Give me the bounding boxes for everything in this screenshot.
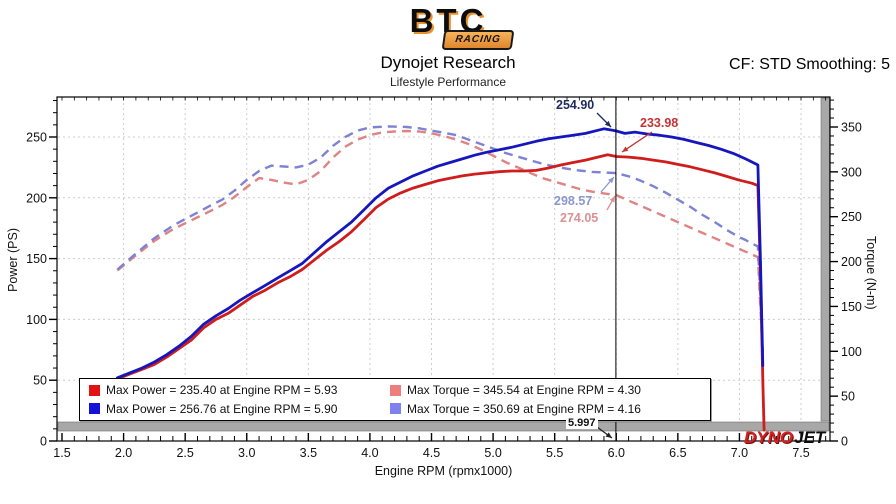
right-axis-title: Torque (N-m) [864, 236, 878, 310]
annotation-arrow-torque-run1-head [609, 196, 615, 203]
btc-racing-logo: BTC RACING [0, 4, 896, 50]
page-title: Dynojet Research [380, 53, 516, 72]
power-tick-label: 250 [26, 131, 47, 145]
x-tick-label: 5.0 [484, 446, 501, 460]
x-tick-label: 1.5 [53, 446, 70, 460]
logo-racing-badge: RACING [441, 30, 515, 50]
dynojet-watermark-dyno: DYNO [744, 428, 794, 447]
torque-run1-curve [116, 129, 764, 356]
cursor-value-power-run2: 254.90 [556, 98, 595, 112]
cursor-rpm-arrow-head [605, 432, 612, 438]
x-tick-label: 7.5 [792, 446, 809, 460]
cursor-value-torque-run2: 298.57 [554, 194, 593, 208]
legend-swatch-torque-run1 [390, 384, 401, 396]
dynojet-watermark: DYNOJET [744, 428, 825, 448]
x-tick-label: 5.5 [546, 446, 563, 460]
annotation-arrow-power-run1 [621, 131, 653, 153]
power-run2-curve [116, 127, 765, 380]
power-tick-label: 0 [40, 435, 47, 449]
right-scroll-band [820, 97, 830, 422]
x-tick-label: 3.0 [238, 446, 255, 460]
legend-swatch-power-run2 [89, 403, 100, 415]
torque-tick-label: 250 [841, 210, 862, 224]
cursor-value-power-run1: 233.98 [640, 116, 679, 130]
power-tick-label: 150 [26, 252, 47, 266]
x-tick-label: 3.5 [300, 446, 317, 460]
legend-label-torque-run1: Max Torque = 345.54 at Engine RPM = 4.30 [407, 383, 641, 398]
legend-row: Max Power = 256.76 at Engine RPM = 5.90 … [89, 402, 710, 416]
legend-label-power-run1: Max Power = 235.40 at Engine RPM = 5.93 [106, 383, 338, 398]
left-axis-title: Power (PS) [6, 228, 20, 292]
torque-run2-curve [116, 125, 764, 352]
dynojet-watermark-jet: JET [794, 428, 826, 447]
legend-label-power-run2: Max Power = 256.76 at Engine RPM = 5.90 [106, 401, 338, 416]
correction-smoothing-label: CF: STD Smoothing: 5 [729, 56, 890, 73]
power-run1-curve [116, 153, 766, 432]
x-tick-label: 4.5 [423, 446, 440, 460]
bottom-scroll-band [57, 421, 830, 432]
torque-tick-label: 200 [841, 255, 862, 269]
page-subtitle: Lifestyle Performance [389, 75, 507, 89]
power-tick-label: 100 [26, 313, 47, 327]
x-tick-label: 6.5 [669, 446, 686, 460]
legend-row: Max Power = 235.40 at Engine RPM = 5.93 … [89, 383, 710, 397]
x-tick-label: 4.0 [361, 446, 378, 460]
x-tick-label: 6.0 [608, 446, 625, 460]
annotation-arrow-power-run1-head [622, 146, 629, 152]
x-tick-label: 2.5 [176, 446, 193, 460]
legend-swatch-power-run1 [89, 384, 100, 396]
power-tick-label: 50 [33, 374, 47, 388]
torque-tick-label: 150 [841, 300, 862, 314]
power-tick-label: 200 [26, 191, 47, 205]
torque-tick-label: 0 [841, 435, 848, 449]
annotation-arrow-torque-run2-head [608, 177, 614, 184]
annotation-arrow-power-run2-head [604, 120, 611, 127]
cursor-rpm-label: 5.997 [566, 417, 598, 429]
torque-tick-label: 350 [841, 121, 862, 135]
legend-box: Max Power = 235.40 at Engine RPM = 5.93 … [79, 378, 711, 421]
torque-tick-label: 300 [841, 165, 862, 179]
x-tick-label: 2.0 [115, 446, 132, 460]
torque-tick-label: 100 [841, 345, 862, 359]
cursor-value-torque-run1: 274.05 [560, 211, 599, 225]
torque-tick-label: 50 [841, 390, 855, 404]
x-axis-title: Engine RPM (rpmx1000) [374, 464, 513, 478]
legend-swatch-torque-run2 [390, 403, 401, 415]
x-tick-label: 7.0 [731, 446, 748, 460]
legend-label-torque-run2: Max Torque = 350.69 at Engine RPM = 4.16 [407, 401, 641, 416]
